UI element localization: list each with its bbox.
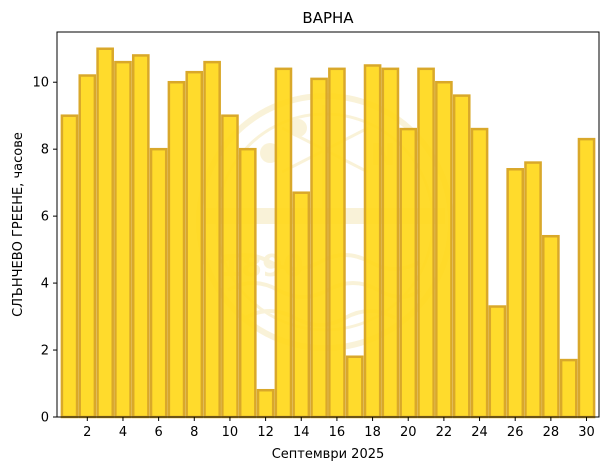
y-tick-label: 8 (41, 143, 49, 158)
x-ticks-group: 2 4 6 8 10 12 14 16 18 20 22 24 26 28 30 (83, 417, 595, 440)
watermark-dot-top (289, 119, 307, 137)
y-ticks-group: 0 2 4 6 8 10 (32, 76, 57, 426)
bar-day-5 (131, 54, 150, 419)
x-tick-label: 18 (364, 425, 381, 440)
bar-day-23 (452, 94, 471, 419)
bar-day-13 (274, 67, 293, 419)
bars-group (60, 47, 596, 419)
x-axis-label: Септември 2025 (272, 447, 385, 462)
y-tick-label: 6 (41, 210, 49, 225)
bar-day-8 (185, 70, 204, 419)
x-tick-label: 26 (507, 425, 524, 440)
bar-day-29 (559, 358, 578, 419)
x-tick-label: 30 (578, 425, 595, 440)
bar-day-1 (60, 114, 79, 419)
x-tick-label: 12 (257, 425, 274, 440)
bar-day-16 (328, 67, 346, 419)
bar-day-14 (292, 191, 311, 419)
bar-day-17 (345, 355, 364, 419)
bar-day-4 (114, 60, 132, 419)
bar-day-22 (435, 80, 453, 419)
bar-day-11 (238, 147, 257, 419)
bar-day-12 (256, 388, 275, 419)
plot-frame (56, 31, 600, 418)
x-tick-label: 16 (329, 425, 346, 440)
x-tick-label: 22 (436, 425, 453, 440)
x-tick-label: 20 (400, 425, 417, 440)
bar-day-27 (524, 161, 542, 419)
bar-day-15 (310, 77, 328, 419)
y-tick-label: 10 (32, 76, 49, 91)
bar-day-20 (399, 127, 418, 419)
bar-day-18 (363, 64, 382, 419)
x-tick-label: 28 (543, 425, 560, 440)
y-tick-label: 4 (41, 277, 49, 292)
x-tick-label: 4 (119, 425, 127, 440)
x-tick-label: 8 (190, 425, 198, 440)
bar-day-19 (381, 67, 400, 419)
y-axis-label: СЛЪНЧЕВО ГРЕЕНЕ, часове (11, 132, 26, 317)
bar-day-7 (167, 80, 186, 419)
bar-day-25 (488, 305, 507, 419)
bar-day-24 (470, 127, 489, 419)
x-tick-label: 14 (293, 425, 310, 440)
bar-day-30 (577, 137, 596, 419)
chart-title: ВАРНА (302, 9, 354, 27)
bar-day-26 (506, 168, 525, 419)
bar-day-6 (149, 147, 168, 419)
bar-day-2 (78, 74, 97, 419)
x-tick-label: 2 (83, 425, 91, 440)
bar-day-28 (542, 234, 560, 419)
x-tick-label: 24 (471, 425, 488, 440)
bar-day-10 (221, 114, 239, 419)
x-tick-label: 10 (222, 425, 239, 440)
bar-day-9 (203, 60, 221, 419)
y-tick-label: 2 (41, 344, 49, 359)
bar-day-21 (417, 67, 435, 419)
y-tick-label: 0 (41, 411, 49, 426)
x-tick-label: 6 (154, 425, 162, 440)
bar-day-3 (96, 47, 114, 419)
